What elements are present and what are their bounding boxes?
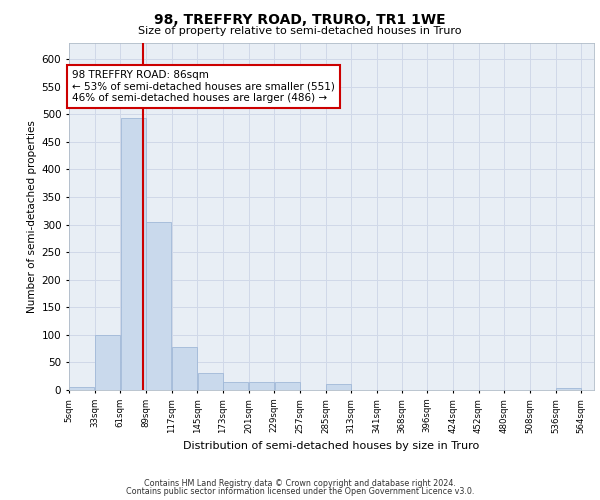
Bar [121, 118, 146, 390]
Bar [326, 384, 351, 390]
Bar [249, 382, 274, 390]
X-axis label: Distribution of semi-detached houses by size in Truro: Distribution of semi-detached houses by … [184, 441, 479, 451]
Bar [172, 347, 197, 390]
Text: Size of property relative to semi-detached houses in Truro: Size of property relative to semi-detach… [138, 26, 462, 36]
Bar [275, 382, 299, 390]
Y-axis label: Number of semi-detached properties: Number of semi-detached properties [28, 120, 37, 312]
Text: Contains public sector information licensed under the Open Government Licence v3: Contains public sector information licen… [126, 487, 474, 496]
Bar [146, 222, 171, 390]
Bar [70, 387, 94, 390]
Text: 98, TREFFRY ROAD, TRURO, TR1 1WE: 98, TREFFRY ROAD, TRURO, TR1 1WE [154, 12, 446, 26]
Bar [197, 374, 223, 390]
Bar [95, 335, 120, 390]
Text: 98 TREFFRY ROAD: 86sqm
← 53% of semi-detached houses are smaller (551)
46% of se: 98 TREFFRY ROAD: 86sqm ← 53% of semi-det… [72, 70, 335, 103]
Text: Contains HM Land Registry data © Crown copyright and database right 2024.: Contains HM Land Registry data © Crown c… [144, 478, 456, 488]
Bar [223, 382, 248, 390]
Bar [556, 388, 581, 390]
